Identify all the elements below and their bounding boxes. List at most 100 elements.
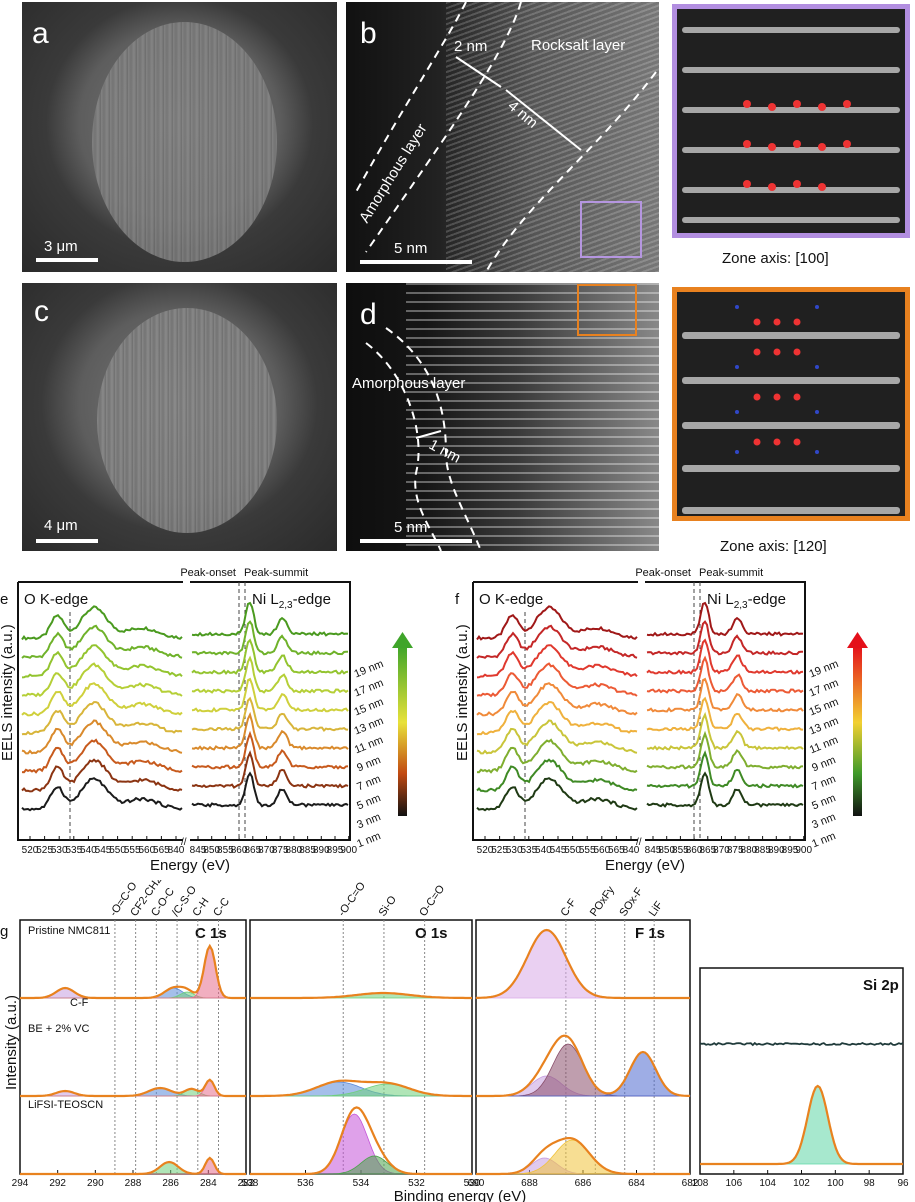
tick-label: 850 bbox=[203, 845, 220, 856]
sem-image-a: a 3 μm bbox=[22, 2, 337, 272]
atomic-model-120 bbox=[682, 305, 900, 514]
scale-bar-a bbox=[36, 258, 98, 262]
legend-entry: 3 nm bbox=[355, 811, 382, 831]
eels-series-o-1 bbox=[476, 605, 638, 641]
layer-boundaries-d bbox=[365, 284, 637, 551]
legend-entry: 1 nm bbox=[355, 830, 382, 850]
tick-label: 560 bbox=[138, 845, 155, 856]
tick-label: 520 bbox=[477, 845, 494, 856]
eels-series-ni-10 bbox=[191, 771, 349, 808]
zone-axis-120: Zone axis: [120] bbox=[720, 538, 827, 555]
tick-label: 292 bbox=[49, 1178, 66, 1189]
tick-label: 294 bbox=[12, 1178, 29, 1189]
x-axis-label: Energy (eV) bbox=[605, 857, 685, 874]
scale-bar-c bbox=[36, 539, 98, 543]
tick-label: 535 bbox=[520, 845, 537, 856]
peak-label: LiF bbox=[647, 899, 666, 919]
ni-l-edge-label: Ni L2,3-edge bbox=[707, 591, 786, 611]
tick-label: 890 bbox=[313, 845, 330, 856]
tick-label: 850 bbox=[658, 845, 675, 856]
legend-entry: 1 nm bbox=[810, 830, 837, 850]
eels-series-ni-1 bbox=[646, 601, 804, 637]
xps-title-o1s: O 1s bbox=[415, 925, 448, 942]
sample-label: LiFSI-TEOSCN bbox=[28, 1099, 103, 1111]
tick-label: 688 bbox=[521, 1178, 538, 1189]
o1s-pristine-envelope bbox=[250, 991, 472, 1000]
eels-series-ni-8 bbox=[191, 730, 349, 770]
eels-series-o-4 bbox=[21, 662, 183, 698]
eels-series-ni-4 bbox=[191, 655, 349, 694]
panel-letter-f: f bbox=[455, 591, 460, 608]
legend-entry: 9 nm bbox=[355, 754, 382, 774]
legend-entry: 3 nm bbox=[810, 811, 837, 831]
tick-label: 895 bbox=[782, 845, 799, 856]
x-axis-label: Energy (eV) bbox=[150, 857, 230, 874]
legend-entry: 5 nm bbox=[355, 792, 382, 812]
eels-series-ni-1 bbox=[191, 601, 349, 637]
xps-y-label: Intensity (a.u.) bbox=[3, 995, 20, 1090]
peak-onset-label: Peak-onset bbox=[635, 567, 691, 579]
tick-label: 565 bbox=[608, 845, 625, 856]
scale-bar-b bbox=[360, 260, 472, 264]
tick-label: 682 bbox=[682, 1178, 699, 1189]
y-axis-label: EELS intensity (a.u.) bbox=[0, 624, 16, 761]
tick-label: 860 bbox=[231, 845, 248, 856]
tick-label: 865 bbox=[699, 845, 716, 856]
eels-series-o-3 bbox=[21, 644, 183, 679]
peak-label: SOx-F bbox=[617, 886, 645, 919]
tick-label: 875 bbox=[272, 845, 289, 856]
eels-series-o-8 bbox=[21, 738, 183, 774]
tick-label: 108 bbox=[692, 1178, 709, 1189]
legend-entry: 7 nm bbox=[810, 773, 837, 793]
eels-series-o-6 bbox=[21, 701, 183, 736]
axis-break: // bbox=[636, 837, 642, 848]
eels-series-ni-4 bbox=[646, 655, 804, 694]
tick-label: 530 bbox=[506, 845, 523, 856]
si2p-lifsi-component bbox=[700, 1085, 903, 1165]
peak-summit-label: Peak-summit bbox=[244, 567, 308, 579]
peak-label: -O-C=O bbox=[336, 880, 368, 919]
eels-series-o-10 bbox=[21, 777, 183, 812]
tick-label: 686 bbox=[575, 1178, 592, 1189]
atomic-model-100 bbox=[682, 27, 900, 223]
tick-label: 540 bbox=[80, 845, 97, 856]
eels-series-ni-5 bbox=[191, 677, 349, 713]
rocksalt-layer-label: Rocksalt layer bbox=[531, 37, 626, 54]
tick-label: 555 bbox=[124, 845, 141, 856]
tick-label: 535 bbox=[65, 845, 82, 856]
eels-series-ni-3 bbox=[191, 638, 349, 675]
legend-entry: 11 nm bbox=[353, 734, 385, 756]
eels-series-o-7 bbox=[476, 719, 638, 755]
eels-series-o-4 bbox=[476, 662, 638, 698]
tem-image-d: d Amorphous layer 1 nm 5 nm bbox=[346, 283, 659, 551]
tick-label: 104 bbox=[759, 1178, 776, 1189]
scale-label-d: 5 nm bbox=[394, 519, 428, 536]
legend-entry: 11 nm bbox=[808, 734, 840, 756]
tick-label: 565 bbox=[153, 845, 170, 856]
colorbar-arrow-icon bbox=[392, 632, 413, 648]
eels-series-o-3 bbox=[476, 644, 638, 679]
eels-series-ni-9 bbox=[191, 750, 349, 789]
legend-entry: 9 nm bbox=[810, 754, 837, 774]
peak-label: O-C=O bbox=[417, 883, 447, 919]
eels-series-o-7 bbox=[21, 719, 183, 755]
xps-title-f1s: F 1s bbox=[635, 925, 665, 942]
c1s-lifsi-envelope bbox=[20, 1156, 246, 1176]
eels-series-o-5 bbox=[21, 682, 183, 717]
si2p-baseline-series bbox=[699, 1041, 904, 1047]
tick-label: 865 bbox=[244, 845, 261, 856]
tick-label: 860 bbox=[686, 845, 703, 856]
o1s-lifsi-envelope bbox=[250, 1106, 472, 1176]
tick-label: 102 bbox=[793, 1178, 810, 1189]
peak-label: C-H bbox=[190, 896, 211, 919]
tick-label: 890 bbox=[768, 845, 785, 856]
eels-series-ni-3 bbox=[646, 638, 804, 675]
tick-label: 875 bbox=[727, 845, 744, 856]
tick-label: 106 bbox=[725, 1178, 742, 1189]
peak-summit-label: Peak-summit bbox=[699, 567, 763, 579]
atomic-inset-1 bbox=[672, 4, 910, 238]
xps-x-label: Binding energy (eV) bbox=[394, 1188, 527, 1202]
tick-label: 96 bbox=[897, 1178, 909, 1189]
